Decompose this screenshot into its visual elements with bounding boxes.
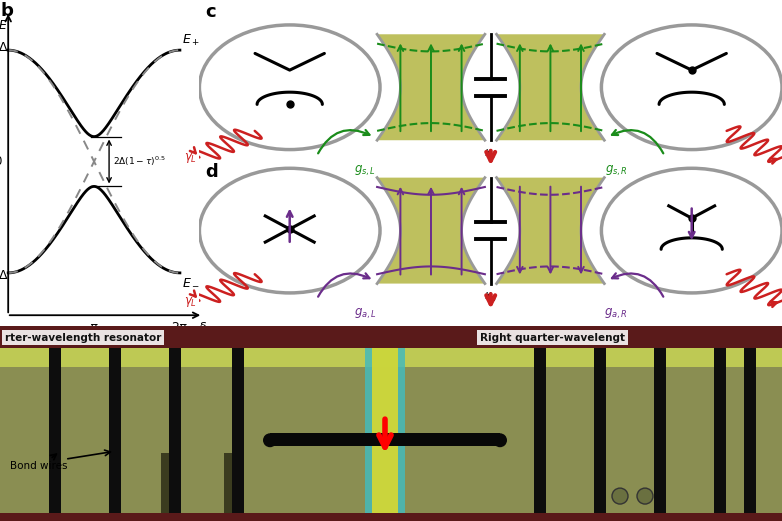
Polygon shape	[377, 178, 485, 283]
Bar	[714, 348, 726, 513]
Polygon shape	[377, 34, 485, 140]
Bar	[654, 348, 666, 513]
Ellipse shape	[601, 168, 782, 293]
Text: d: d	[205, 164, 218, 181]
Circle shape	[612, 488, 628, 504]
Text: b: b	[1, 2, 13, 20]
Text: $\Delta$: $\Delta$	[0, 269, 9, 282]
Circle shape	[637, 488, 653, 504]
Bar	[0, 326, 782, 348]
Bar	[49, 348, 61, 513]
Bar	[169, 348, 181, 513]
Bar	[534, 348, 546, 513]
Bar	[270, 433, 500, 446]
Text: $g_{s,L}$: $g_{s,L}$	[354, 164, 376, 178]
Text: rter-wavelength resonator: rter-wavelength resonator	[5, 332, 161, 343]
Bar	[365, 348, 405, 513]
Text: $\kappa_a$: $\kappa_a$	[484, 291, 497, 304]
Text: $\gamma_L$: $\gamma_L$	[184, 152, 197, 166]
Text: $0$: $0$	[0, 155, 2, 168]
Bar	[0, 513, 782, 521]
Text: $\pi$: $\pi$	[89, 321, 99, 334]
Text: Bond wires: Bond wires	[10, 461, 67, 471]
Bar	[161, 453, 169, 513]
Bar	[0, 348, 782, 367]
Text: $2\pi$: $2\pi$	[171, 321, 188, 334]
Text: $\kappa_s$: $\kappa_s$	[484, 148, 497, 161]
Circle shape	[263, 433, 277, 447]
Polygon shape	[497, 178, 604, 283]
Text: $\Delta$: $\Delta$	[0, 41, 9, 54]
Text: $g_{a,L}$: $g_{a,L}$	[354, 307, 377, 321]
Text: $E$: $E$	[0, 19, 9, 32]
Bar	[372, 348, 398, 513]
Text: $E_-$: $E_-$	[182, 275, 200, 288]
Text: $2\Delta(1-\tau)^{0.5}$: $2\Delta(1-\tau)^{0.5}$	[113, 155, 165, 168]
Polygon shape	[497, 34, 604, 140]
Ellipse shape	[199, 168, 380, 293]
Text: $g_{s,R}$: $g_{s,R}$	[604, 164, 627, 178]
Bar	[744, 348, 756, 513]
Text: $g_{a,R}$: $g_{a,R}$	[604, 307, 628, 321]
Bar	[232, 348, 244, 513]
Text: Right quarter-wavelengt: Right quarter-wavelengt	[480, 332, 625, 343]
Bar	[594, 348, 606, 513]
Ellipse shape	[199, 25, 380, 150]
Text: c: c	[205, 3, 216, 21]
Text: $E_+$: $E_+$	[182, 33, 200, 48]
Text: $\delta$: $\delta$	[198, 321, 207, 334]
Bar	[109, 348, 121, 513]
Circle shape	[493, 433, 507, 447]
Ellipse shape	[601, 25, 782, 150]
Bar	[224, 453, 232, 513]
Text: $\gamma_L$: $\gamma_L$	[184, 295, 197, 309]
